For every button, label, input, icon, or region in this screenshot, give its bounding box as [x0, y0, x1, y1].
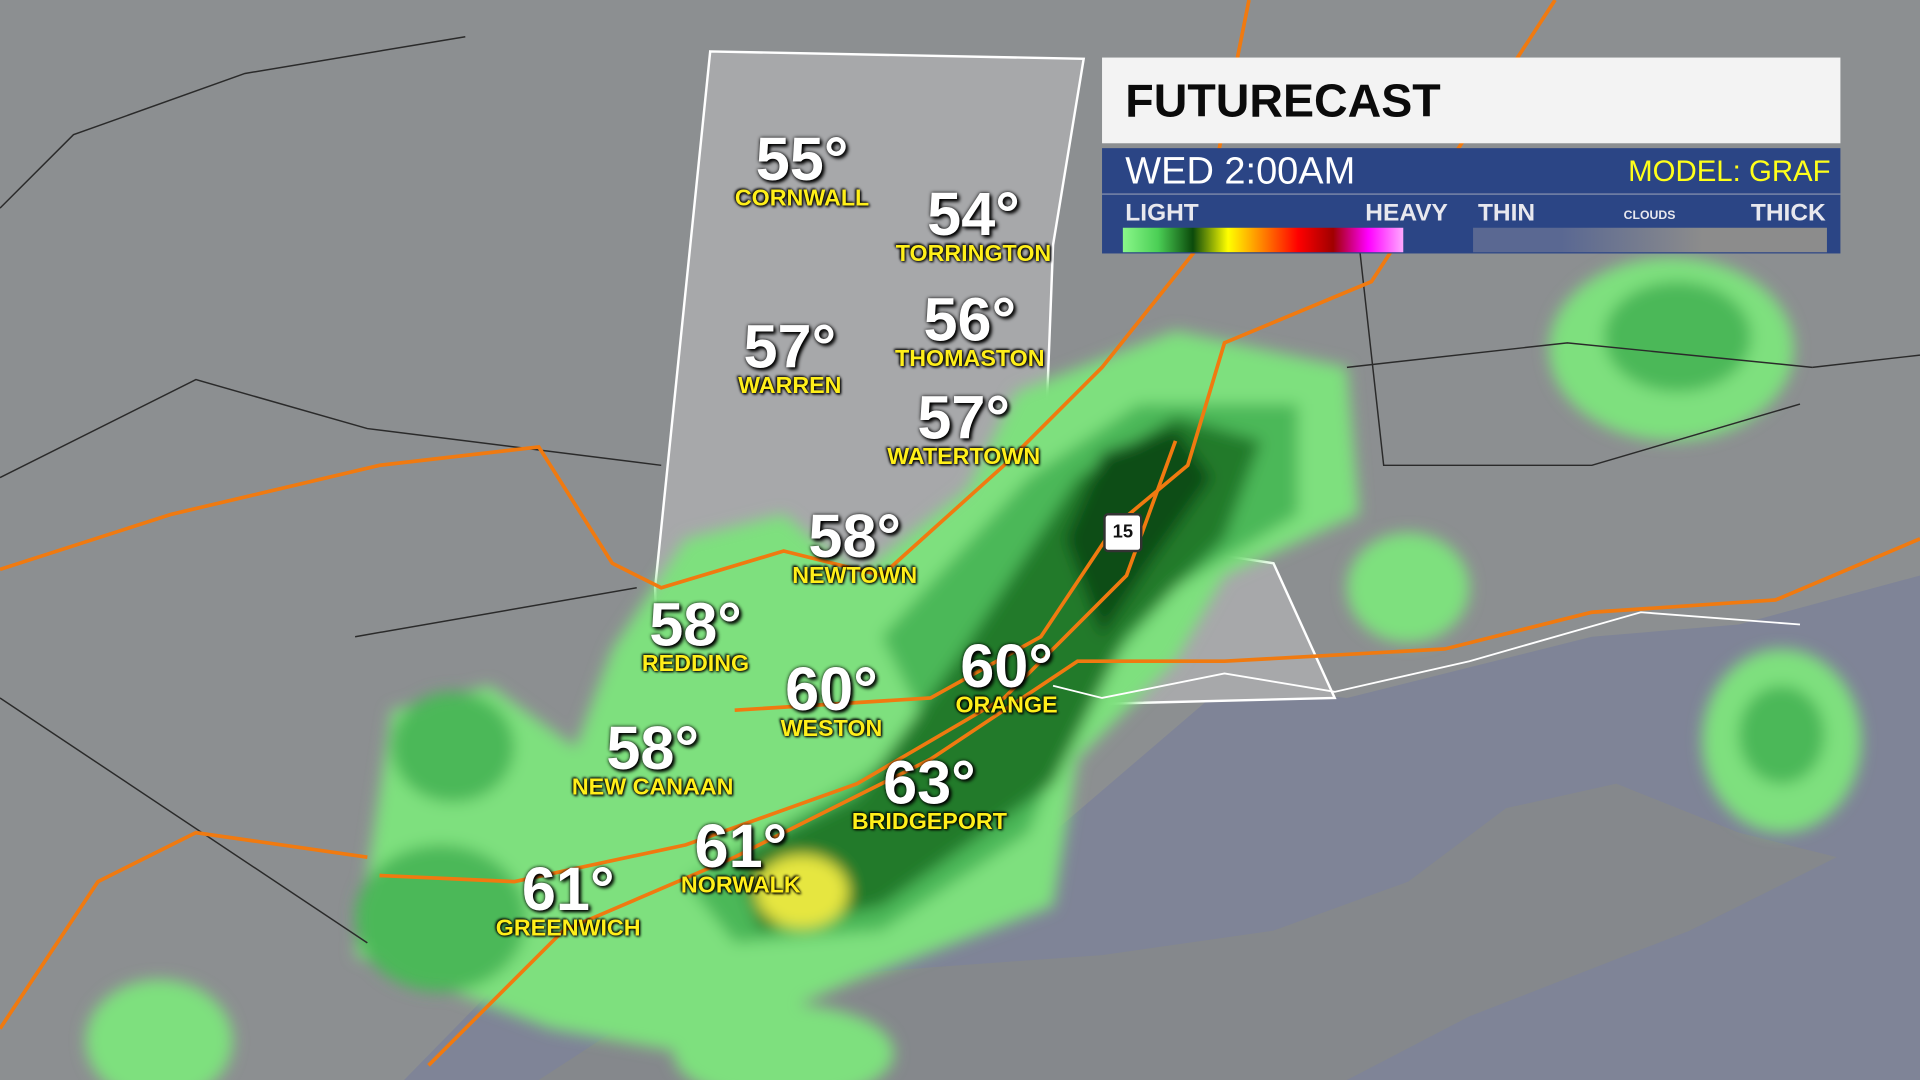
- divider: [1102, 193, 1841, 195]
- city-name: WATERTOWN: [887, 444, 1041, 471]
- long-island: [538, 783, 1837, 1080]
- temperature: 54°: [927, 180, 1020, 249]
- city-torrington: 54° TORRINGTON: [895, 180, 1052, 267]
- city-name: NEW CANAAN: [571, 775, 734, 801]
- city-thomaston: 56° THOMASTON: [895, 285, 1045, 373]
- route-15-shield: 15: [1103, 513, 1143, 553]
- city-bridgeport: 63° BRIDGEPORT: [851, 748, 1007, 836]
- temperature: 58°: [606, 713, 699, 783]
- temperature: 57°: [743, 312, 837, 381]
- legend-heavy: HEAVY: [1365, 199, 1448, 227]
- city-name: NEWTOWN: [792, 563, 918, 589]
- city-name: BRIDGEPORT: [851, 809, 1007, 836]
- futurecast-panel: FUTURECAST WED 2:00AM MODEL: GRAF LIGHT …: [1102, 57, 1841, 254]
- county-borders: [0, 36, 1920, 944]
- temperature: 56°: [923, 285, 1017, 354]
- city-cornwall: 55° CORNWALL: [734, 124, 870, 212]
- temperature: 60°: [960, 631, 1053, 701]
- city-name: ORANGE: [955, 693, 1058, 719]
- temperature: 58°: [808, 502, 901, 571]
- city-orange: 60° ORANGE: [955, 631, 1058, 719]
- temperature: 63°: [883, 748, 976, 817]
- temperature: 57°: [917, 383, 1010, 452]
- city-redding: 58° REDDING: [641, 590, 750, 678]
- city-norwalk: 61° NORWALK: [680, 811, 801, 899]
- city-name: THOMASTON: [895, 346, 1045, 373]
- city-name: REDDING: [641, 651, 750, 678]
- temperature: 58°: [649, 590, 742, 659]
- coastline: [1052, 611, 1801, 699]
- city-new-canaan: 58° NEW CANAAN: [571, 713, 734, 801]
- temperature: 55°: [755, 124, 849, 194]
- city-name: WARREN: [738, 373, 842, 400]
- city-watertown: 57° WATERTOWN: [887, 383, 1041, 471]
- panel-title: FUTURECAST: [1102, 57, 1841, 144]
- legend-thick: THICK: [1750, 199, 1826, 227]
- city-name: GREENWICH: [495, 915, 641, 942]
- temperature: 60°: [785, 655, 878, 724]
- model-label: MODEL: GRAF: [1628, 155, 1831, 189]
- legend-thin: THIN: [1477, 199, 1536, 227]
- cloud-color-scale: [1473, 227, 1827, 253]
- city-warren: 57° WARREN: [738, 312, 842, 400]
- city-name: WESTON: [780, 716, 883, 743]
- precip-color-scale: [1122, 227, 1404, 253]
- legend-clouds: CLOUDS: [1623, 209, 1676, 223]
- city-name: CORNWALL: [734, 186, 870, 212]
- city-weston: 60° WESTON: [780, 655, 883, 743]
- city-name: TORRINGTON: [895, 241, 1052, 267]
- city-name: NORWALK: [680, 873, 801, 899]
- city-greenwich: 61° GREENWICH: [495, 854, 641, 942]
- city-newtown: 58° NEWTOWN: [792, 502, 918, 589]
- temperature: 61°: [521, 854, 615, 924]
- forecast-time: WED 2:00AM: [1125, 149, 1356, 193]
- legend-light: LIGHT: [1125, 199, 1199, 227]
- temperature: 61°: [694, 811, 788, 881]
